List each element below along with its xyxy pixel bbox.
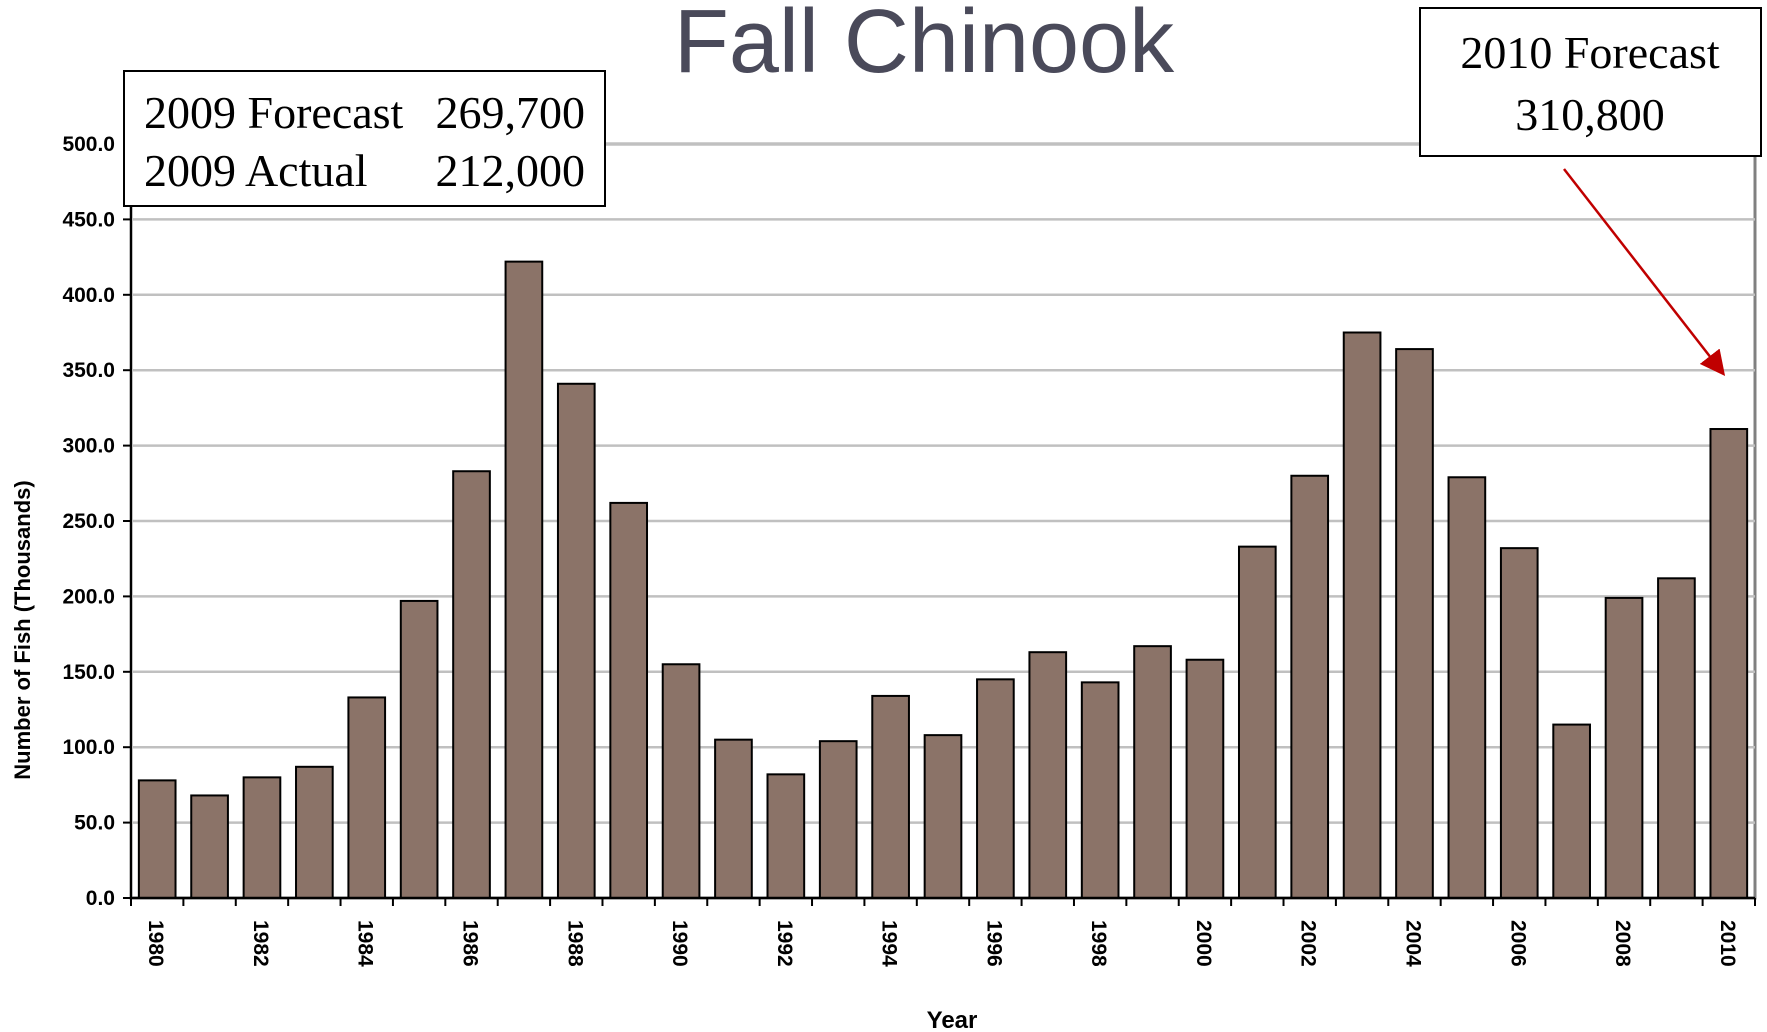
x-tick-label: 1996	[982, 920, 1005, 967]
annotation-1: 2009 Forecast 269,700 2009 Actual 212,00…	[123, 70, 606, 207]
annotation-text: 269,700	[436, 87, 586, 138]
y-axis-label: Number of Fish (Thousands)	[10, 480, 35, 779]
annotation-box	[1419, 7, 1762, 157]
x-tick-label: 2002	[1297, 920, 1320, 967]
bar	[1185, 658, 1225, 900]
y-tick-label: 50.0	[74, 812, 115, 835]
bar	[609, 501, 649, 899]
bar	[1657, 577, 1696, 900]
x-tick-label: 2000	[1192, 920, 1215, 967]
y-tick-label: 200.0	[62, 585, 115, 608]
x-tick-label: 2008	[1611, 920, 1634, 967]
x-axis-label: Year	[927, 1007, 978, 1032]
bar	[1342, 331, 1382, 899]
y-tick-label: 0.0	[86, 887, 115, 910]
x-tick-label: 1998	[1087, 920, 1110, 967]
y-tick-label: 450.0	[62, 208, 115, 231]
annotation-text: 212,000	[436, 145, 586, 196]
annotation-text: 2009 Forecast	[144, 87, 404, 138]
y-tick-label: 400.0	[62, 284, 115, 307]
bar	[976, 678, 1015, 900]
bar	[1028, 651, 1068, 899]
x-tick-label: 1984	[354, 920, 377, 967]
bar	[923, 734, 963, 899]
bar	[452, 470, 491, 899]
x-tick-label: 1990	[668, 920, 691, 967]
annotation-arrow	[1563, 168, 1726, 376]
bar	[1709, 428, 1749, 899]
bar	[1395, 348, 1434, 899]
bar	[1499, 547, 1539, 899]
annotation-text: 2009 Actual	[144, 145, 368, 196]
x-tick-label: 2006	[1506, 920, 1529, 967]
y-tick-label: 300.0	[62, 435, 115, 458]
y-tick-label: 250.0	[62, 510, 115, 533]
annotation-box	[123, 70, 606, 207]
y-tick-label: 100.0	[62, 736, 115, 759]
bar	[295, 765, 334, 900]
chart-title: Fall Chinook	[674, 0, 1175, 92]
bar	[766, 773, 806, 899]
y-tick-label: 350.0	[62, 359, 115, 382]
bar	[1290, 474, 1330, 899]
x-tick-label: 1982	[249, 920, 272, 967]
bar	[1080, 681, 1120, 900]
annotation-text: 310,800	[1515, 89, 1665, 140]
bar	[556, 382, 596, 900]
bar	[242, 776, 282, 899]
x-tick-label: 1980	[144, 920, 167, 967]
y-tick-label: 150.0	[62, 661, 115, 684]
annotation-2: 2010 Forecast 310,800	[1419, 7, 1762, 157]
x-tick-label: 1988	[563, 920, 586, 967]
bar	[399, 599, 439, 899]
bar	[137, 779, 177, 899]
x-tick-label: 2004	[1401, 920, 1424, 967]
bar	[504, 260, 544, 899]
x-tick-label: 2010	[1716, 920, 1739, 967]
x-tick-label: 1994	[878, 920, 901, 967]
bar	[661, 663, 701, 900]
x-tick-label: 1992	[773, 920, 796, 967]
bar	[714, 738, 753, 899]
y-tick-label: 500.0	[62, 133, 115, 156]
bar	[1237, 545, 1277, 899]
annotation-text: 2010 Forecast	[1460, 27, 1720, 78]
bar	[1604, 596, 1644, 900]
bar	[871, 694, 910, 899]
bar	[818, 740, 858, 900]
bar	[1447, 476, 1487, 899]
x-tick-label: 1986	[459, 920, 482, 967]
bar	[190, 794, 229, 899]
bar	[1133, 645, 1172, 899]
plot: 0.0 50.0 100.0 150.0 200.0 250.0 300.0 350.0 400…	[62, 133, 1757, 967]
bar	[1552, 723, 1591, 900]
bar	[347, 696, 387, 899]
